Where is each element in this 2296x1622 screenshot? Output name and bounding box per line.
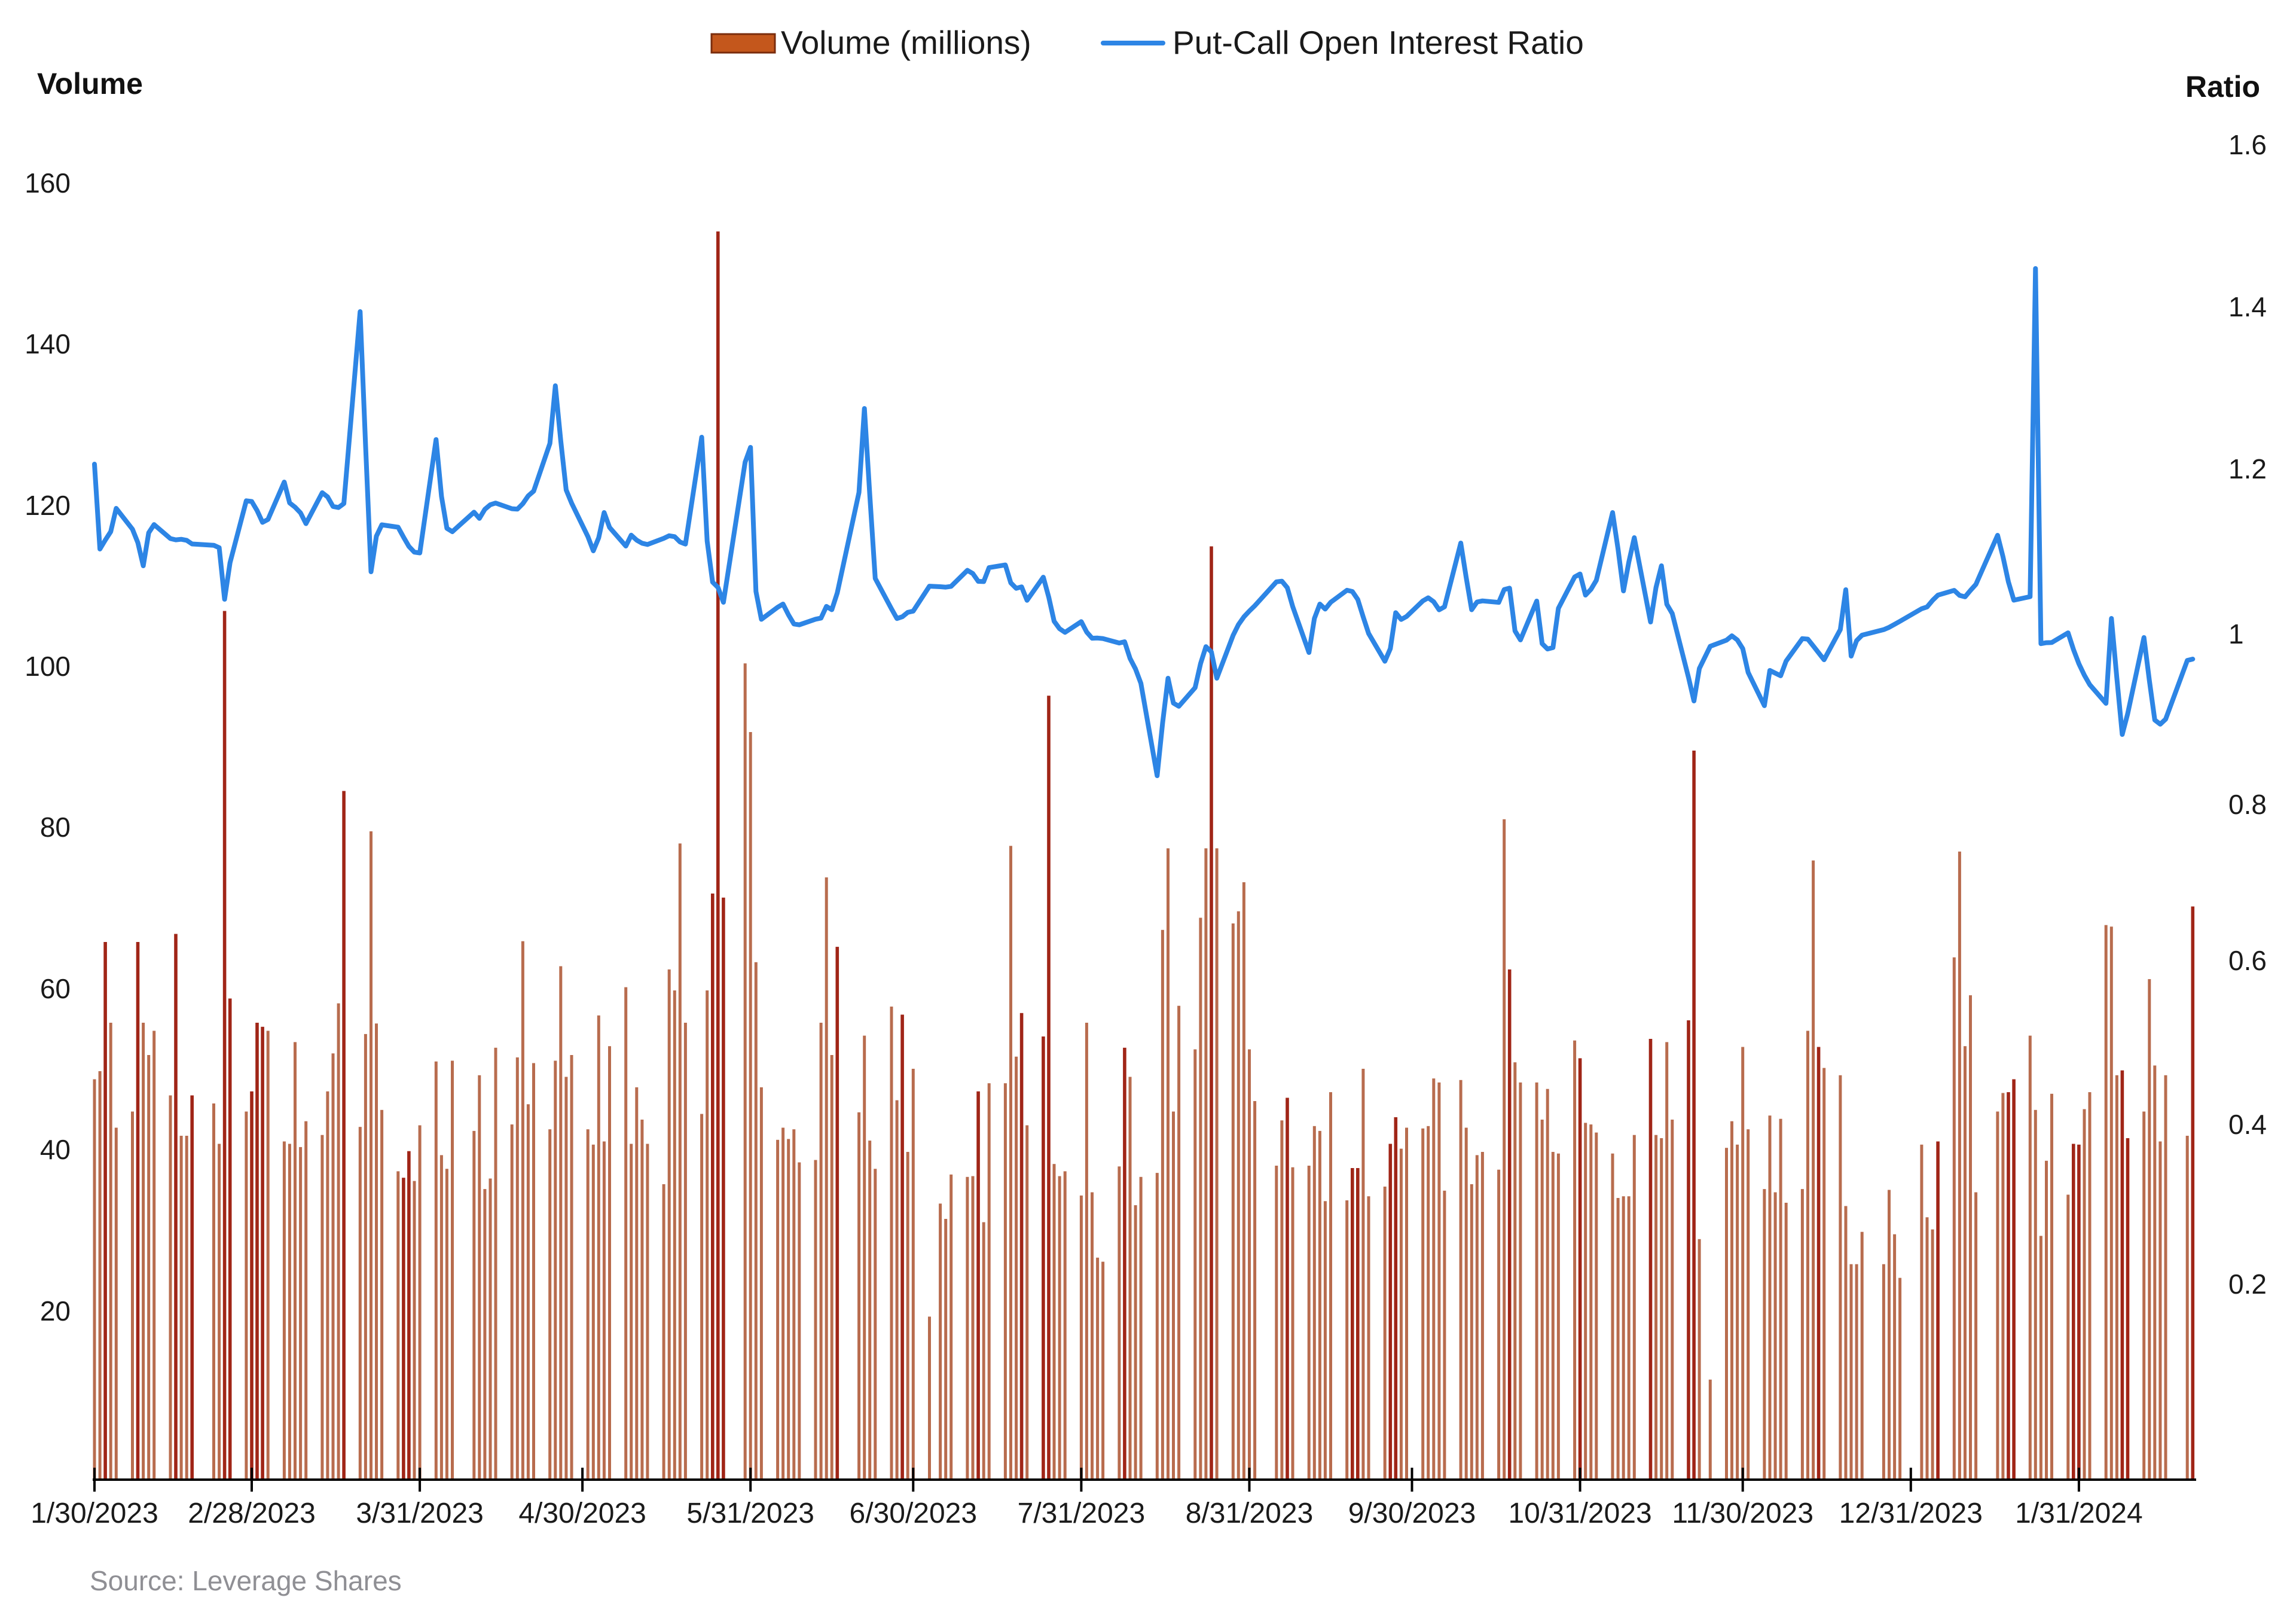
- svg-text:Put-Call Open Interest Ratio: Put-Call Open Interest Ratio: [1173, 24, 1584, 61]
- svg-text:6/30/2023: 6/30/2023: [850, 1498, 978, 1529]
- svg-text:20: 20: [40, 1295, 71, 1327]
- svg-text:10/31/2023: 10/31/2023: [1508, 1498, 1651, 1529]
- svg-text:1/31/2024: 1/31/2024: [2015, 1498, 2143, 1529]
- svg-text:60: 60: [40, 973, 71, 1004]
- svg-text:8/31/2023: 8/31/2023: [1186, 1498, 1314, 1529]
- svg-text:1.2: 1.2: [2228, 453, 2267, 484]
- svg-text:40: 40: [40, 1134, 71, 1165]
- svg-text:Ratio: Ratio: [2185, 70, 2260, 103]
- svg-text:160: 160: [25, 167, 71, 199]
- svg-text:140: 140: [25, 328, 71, 359]
- svg-text:3/31/2023: 3/31/2023: [356, 1498, 484, 1529]
- svg-text:2/28/2023: 2/28/2023: [188, 1498, 316, 1529]
- svg-text:120: 120: [25, 490, 71, 521]
- svg-text:1.4: 1.4: [2228, 291, 2267, 322]
- svg-text:9/30/2023: 9/30/2023: [1348, 1498, 1476, 1529]
- svg-text:0.4: 0.4: [2228, 1109, 2267, 1140]
- svg-text:0.2: 0.2: [2228, 1269, 2267, 1300]
- svg-text:Volume: Volume: [37, 67, 143, 100]
- svg-text:0.6: 0.6: [2228, 945, 2267, 976]
- svg-text:4/30/2023: 4/30/2023: [518, 1498, 646, 1529]
- svg-text:12/31/2023: 12/31/2023: [1839, 1498, 1983, 1529]
- svg-text:1/30/2023: 1/30/2023: [30, 1498, 158, 1529]
- svg-text:100: 100: [25, 651, 71, 682]
- svg-text:1.6: 1.6: [2228, 129, 2267, 160]
- svg-text:0.8: 0.8: [2228, 789, 2267, 820]
- svg-text:7/31/2023: 7/31/2023: [1018, 1498, 1146, 1529]
- svg-text:5/31/2023: 5/31/2023: [686, 1498, 814, 1529]
- svg-text:Source: Leverage Shares: Source: Leverage Shares: [90, 1565, 402, 1596]
- svg-text:80: 80: [40, 812, 71, 843]
- svg-text:1: 1: [2228, 618, 2244, 650]
- svg-text:11/30/2023: 11/30/2023: [1672, 1498, 1813, 1529]
- svg-text:Volume (millions): Volume (millions): [781, 24, 1031, 61]
